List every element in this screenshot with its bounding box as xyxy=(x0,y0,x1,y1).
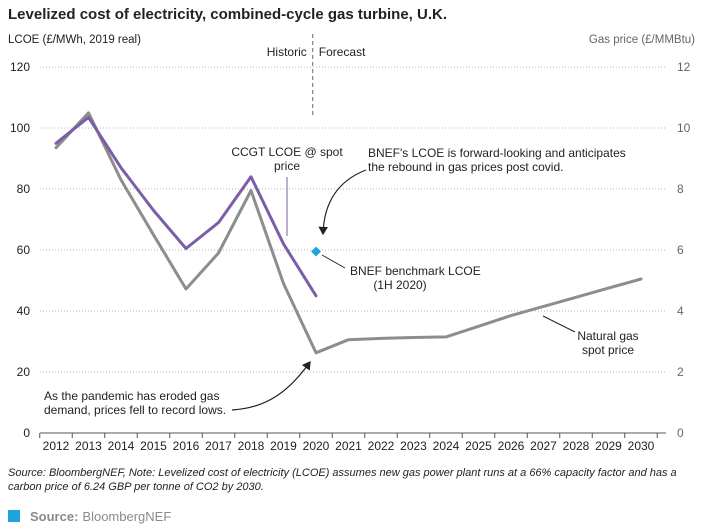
benchmark-label-line1: BNEF benchmark LCOE xyxy=(350,264,481,278)
annotations: CCGT LCOE @ spot price BNEF's LCOE is fo… xyxy=(44,145,639,417)
historic-label: Historic xyxy=(267,45,307,59)
right-tick-label: 10 xyxy=(677,121,691,135)
ccgt-label-line2: price xyxy=(274,159,300,173)
x-tick-label: 2026 xyxy=(498,439,525,453)
forecast-label: Forecast xyxy=(319,45,366,59)
x-tick-label: 2012 xyxy=(43,439,70,453)
left-tick-label: 120 xyxy=(10,60,30,74)
gas-label-line1: Natural gas xyxy=(577,329,638,343)
source-label: Source: xyxy=(30,508,79,524)
x-tick-label: 2025 xyxy=(465,439,492,453)
x-tick-label: 2027 xyxy=(530,439,557,453)
left-tick-label: 40 xyxy=(17,304,31,318)
benchmark-label-line2: (1H 2020) xyxy=(373,278,426,292)
x-tick-label: 2020 xyxy=(303,439,330,453)
gas-label-leader xyxy=(542,315,576,333)
bnef-forward-arrow xyxy=(318,169,367,236)
right-tick-label: 0 xyxy=(677,426,684,440)
gas-label-line2: spot price xyxy=(582,343,634,357)
left-tick-label: 100 xyxy=(10,121,30,135)
left-tick-label: 20 xyxy=(17,365,31,379)
pandemic-line2: demand, prices fell to record lows. xyxy=(44,403,226,417)
x-tick-label: 2028 xyxy=(563,439,590,453)
x-tick-label: 2016 xyxy=(173,439,200,453)
right-tick-label: 12 xyxy=(677,60,691,74)
x-tick-label: 2018 xyxy=(238,439,265,453)
right-tick-label: 8 xyxy=(677,182,684,196)
right-axis-ticks: 0 2 4 6 8 10 12 xyxy=(677,60,691,440)
pandemic-line1: As the pandemic has eroded gas xyxy=(44,389,219,403)
right-tick-label: 6 xyxy=(677,243,684,257)
x-axis: 2012 2013 2014 2015 2016 2017 2018 2019 2020 2021… xyxy=(39,432,666,453)
x-tick-label: 2023 xyxy=(400,439,427,453)
bnef-forward-line2: the rebound in gas prices post covid. xyxy=(368,160,563,174)
right-axis-title: Gas price (£/MMBtu) xyxy=(588,34,695,46)
right-tick-label: 4 xyxy=(677,304,684,318)
x-tick-label: 2019 xyxy=(270,439,297,453)
left-tick-label: 60 xyxy=(17,243,31,257)
x-tick-label: 2014 xyxy=(108,439,135,453)
x-tick-label: 2015 xyxy=(140,439,167,453)
x-tick-label: 2013 xyxy=(75,439,102,453)
benchmark-leader xyxy=(321,254,346,269)
left-axis-title: LCOE (£/MWh, 2019 real) xyxy=(8,34,141,46)
x-tick-label: 2017 xyxy=(205,439,232,453)
ccgt-lcoe-line xyxy=(54,115,318,298)
x-tick-label: 2022 xyxy=(368,439,395,453)
x-tick-label: 2029 xyxy=(595,439,622,453)
gas-price-line xyxy=(54,111,643,355)
bnef-benchmark-point xyxy=(311,246,321,257)
x-tick-label: 2024 xyxy=(433,439,460,453)
left-axis-ticks: 0 20 40 60 80 100 120 xyxy=(10,60,30,440)
x-tick-label: 2021 xyxy=(335,439,362,453)
pandemic-arrow xyxy=(231,361,311,411)
source-name: BloombergNEF xyxy=(82,508,172,524)
x-tick-label: 2030 xyxy=(628,439,655,453)
chart-title: Levelized cost of electricity, combined-… xyxy=(8,6,448,23)
bnef-forward-line1: BNEF's LCOE is forward-looking and antic… xyxy=(368,146,626,160)
historic-forecast-divider: Historic Forecast xyxy=(267,34,366,118)
footnote: Source: BloombergNEF, Note: Levelized co… xyxy=(8,467,677,493)
source-bar: Source: BloombergNEF xyxy=(8,506,171,526)
left-tick-label: 80 xyxy=(17,182,31,196)
grid-lines xyxy=(40,66,666,373)
ccgt-label-line1: CCGT LCOE @ spot xyxy=(231,145,343,159)
series-layer xyxy=(54,111,643,355)
left-tick-label: 0 xyxy=(23,426,30,440)
right-tick-label: 2 xyxy=(677,365,684,379)
brand-square-icon xyxy=(8,510,20,522)
